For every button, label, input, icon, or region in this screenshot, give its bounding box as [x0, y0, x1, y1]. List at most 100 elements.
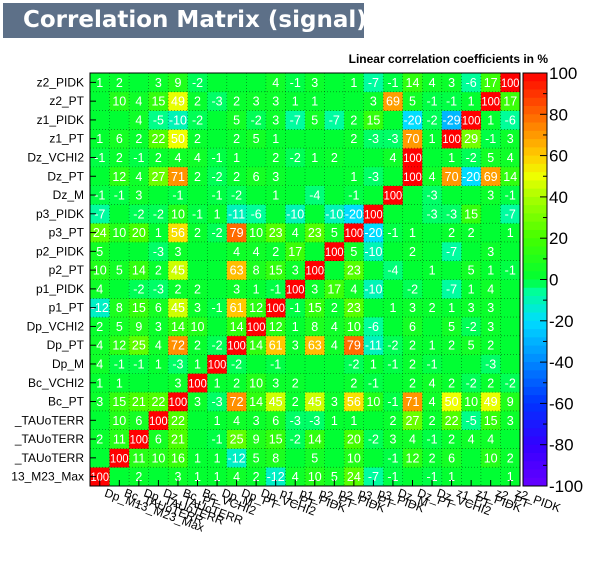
colorbar-tick-label: 80	[549, 105, 568, 124]
cell-value-label: 100	[91, 470, 110, 484]
heatmap-cell	[168, 298, 189, 318]
heatmap-cell	[187, 335, 208, 355]
heatmap-cell	[402, 373, 423, 393]
heatmap-cell	[129, 129, 149, 149]
cell-value-label: 2	[331, 301, 338, 315]
cell-value-label: 15	[464, 207, 478, 221]
heatmap-cell	[324, 166, 345, 186]
cell-value-label: 69	[386, 95, 400, 109]
heatmap-cell	[500, 373, 521, 393]
heatmap-cell	[344, 185, 364, 205]
cell-value-label: 1	[272, 189, 279, 203]
y-tick-label: Dz_M	[53, 188, 84, 202]
heatmap-cell	[285, 392, 306, 412]
heatmap-cell	[461, 241, 482, 262]
y-tick-label: z2_PIDK	[37, 75, 84, 89]
heatmap-cell	[265, 373, 286, 393]
heatmap-cell	[109, 298, 130, 318]
colorbar-segment	[523, 419, 547, 429]
heatmap-cell	[207, 448, 228, 468]
cell-value-label: -2	[251, 113, 262, 127]
heatmap-cell	[226, 185, 247, 205]
cell-value-label: -1	[172, 189, 183, 203]
heatmap-cell	[422, 110, 443, 130]
heatmap-cell	[168, 335, 189, 355]
cell-value-label: 3	[96, 395, 103, 409]
cell-value-label: -29	[443, 113, 461, 127]
heatmap-cell	[480, 279, 501, 299]
colorbar-segment	[523, 304, 547, 313]
cell-value-label: 100	[403, 151, 422, 165]
heatmap-cell	[402, 467, 423, 487]
heatmap-cell	[305, 429, 325, 449]
cell-value-label: 9	[174, 76, 181, 90]
cell-value-label: 22	[171, 414, 185, 428]
cell-value-label: 14	[503, 170, 517, 184]
heatmap-cell	[226, 467, 247, 487]
heatmap-cell	[285, 448, 306, 468]
heatmap-cell	[363, 335, 384, 355]
cell-value-label: 4	[96, 282, 103, 296]
heatmap-cell	[344, 110, 364, 130]
heatmap-cell	[187, 392, 208, 412]
heatmap-cell	[402, 317, 423, 337]
heatmap-cell	[305, 129, 325, 149]
heatmap-cell	[187, 448, 208, 468]
heatmap-cell	[246, 185, 267, 205]
cell-value-label: 2	[448, 339, 455, 353]
cell-value-label: -11	[365, 339, 382, 353]
heatmap-cell	[461, 73, 482, 93]
heatmap-cell	[363, 429, 384, 449]
heatmap-cell	[500, 448, 521, 468]
cell-value-label: 3	[174, 376, 181, 390]
heatmap-cell	[148, 448, 169, 468]
heatmap-cell	[441, 148, 462, 168]
colorbar-segment	[523, 461, 547, 470]
cell-value-label: 1	[350, 170, 357, 184]
heatmap-cell	[480, 260, 501, 280]
cell-value-label: -20	[345, 207, 363, 221]
heatmap-cell	[324, 110, 345, 130]
heatmap-cell	[344, 410, 364, 430]
colorbar-segment	[523, 329, 547, 338]
cell-value-label: -1	[133, 357, 144, 371]
cell-value-label: 3	[253, 95, 260, 109]
cell-value-label: 8	[311, 320, 318, 334]
heatmap-cell	[441, 129, 462, 149]
cell-value-label: 1	[487, 113, 494, 127]
cell-value-label: 45	[269, 395, 283, 409]
colorbar-segment	[523, 172, 547, 181]
cell-value-label: 17	[484, 76, 498, 90]
heatmap-cell	[148, 467, 169, 487]
heatmap-cell	[207, 298, 228, 318]
cell-value-label: 4	[429, 76, 436, 90]
cell-value-label: 5	[487, 151, 494, 165]
colorbar-segment	[523, 287, 547, 297]
cell-value-label: -10	[364, 245, 382, 259]
heatmap-cell	[441, 448, 462, 468]
heatmap-cell	[265, 467, 286, 487]
colorbar-segment	[523, 122, 547, 132]
cell-value-label: -3	[172, 357, 183, 371]
y-tick-label: 13_M23_Max	[11, 470, 84, 484]
heatmap-cell	[441, 317, 462, 337]
heatmap-cell	[246, 73, 267, 93]
heatmap-cell	[383, 241, 404, 262]
cell-value-label: 6	[155, 301, 162, 315]
colorbar-segment	[523, 196, 547, 206]
colorbar-segment	[523, 477, 547, 487]
cell-value-label: 1	[116, 376, 123, 390]
cell-value-label: 2	[448, 226, 455, 240]
heatmap-cell	[344, 91, 364, 111]
heatmap-cell	[109, 317, 130, 337]
heatmap-cell	[90, 335, 110, 355]
heatmap-cell	[168, 354, 189, 374]
cell-value-label: 1	[194, 451, 201, 465]
colorbar-segment	[523, 147, 547, 156]
cell-value-label: 4	[96, 357, 103, 371]
cell-value-label: -1	[387, 76, 398, 90]
heatmap-cell	[402, 241, 423, 262]
colorbar-segment	[523, 106, 547, 115]
cell-value-label: 5	[331, 470, 338, 484]
heatmap-cell	[480, 73, 501, 93]
